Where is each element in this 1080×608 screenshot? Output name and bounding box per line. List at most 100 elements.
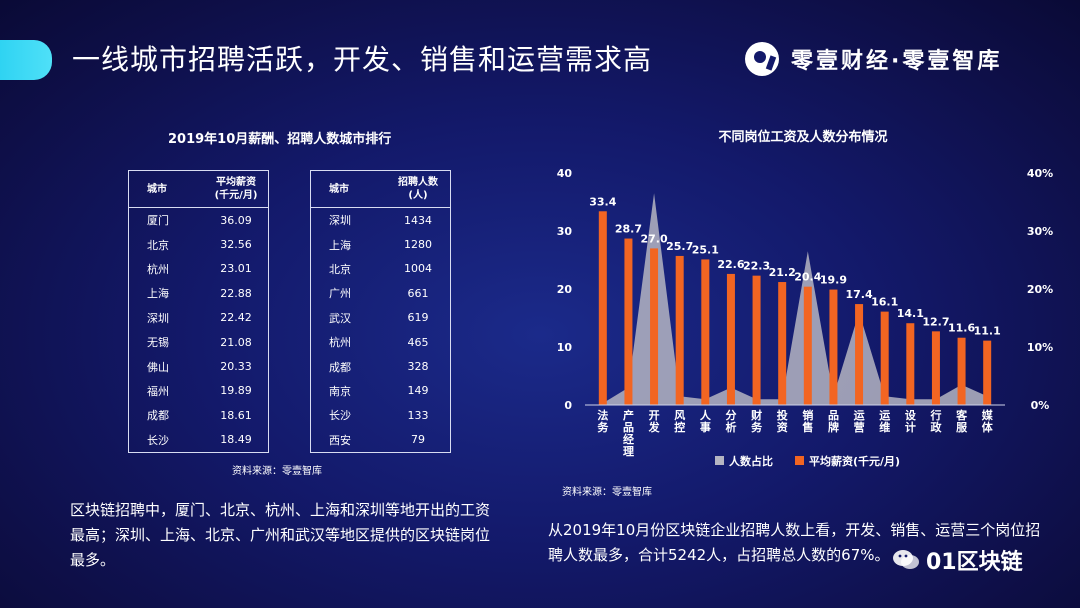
bar-3 <box>675 255 684 405</box>
bar-data-label: 20.4 <box>794 271 821 284</box>
row-city: 武汉 <box>329 311 351 325</box>
salary-table: 城市 平均薪资 (千元/月) 厦门 36.09 北京 32.56 杭州 23.01 上海 22… <box>128 170 269 453</box>
table-row: 武汉 619 <box>311 306 451 330</box>
x-tick-label: 品牌 <box>828 409 839 434</box>
row-value: 23.01 <box>220 262 252 276</box>
x-tick-label: 设计 <box>905 408 917 434</box>
bar-12 <box>906 323 915 405</box>
y2-tick-label: 20% <box>1027 283 1053 296</box>
x-tick-label: 销售 <box>801 408 813 434</box>
row-city: 西安 <box>329 433 351 447</box>
city-ranking-title: 2019年10月薪酬、招聘人数城市排行 <box>168 132 392 147</box>
bar-5 <box>726 273 735 405</box>
row-city: 北京 <box>329 262 351 276</box>
y2-tick-label: 40% <box>1027 167 1053 180</box>
y-tick-label: 20 <box>557 283 573 296</box>
table-row: 无锡 21.08 <box>129 330 269 354</box>
bar-data-label: 28.7 <box>615 223 642 236</box>
row-value: 22.42 <box>220 311 252 325</box>
watermark: 01区块链 <box>892 544 1023 576</box>
row-value: 18.61 <box>220 408 252 422</box>
x-tick-label: 投资 <box>777 408 788 434</box>
bar-data-label: 19.9 <box>820 274 847 287</box>
row-city: 北京 <box>147 238 169 252</box>
x-tick-label: 人事 <box>700 408 712 434</box>
row-value: 21.08 <box>220 335 252 349</box>
y-tick-label: 40 <box>557 167 573 180</box>
row-city: 成都 <box>147 409 169 423</box>
bar-15 <box>983 340 992 405</box>
table-row: 杭州 23.01 <box>129 257 269 281</box>
x-tick-label: 开发 <box>648 409 661 434</box>
y2-tick-label: 30% <box>1027 225 1053 238</box>
watermark-text: 01区块链 <box>926 550 1023 575</box>
x-tick-label: 客服 <box>955 408 968 434</box>
legend-swatch-area <box>715 456 724 465</box>
row-city: 长沙 <box>147 433 169 447</box>
y2-tick-label: 0% <box>1031 399 1050 412</box>
bar-data-label: 25.1 <box>692 243 719 256</box>
chart-title: 不同岗位工资及人数分布情况 <box>718 129 887 145</box>
bar-1 <box>624 238 633 405</box>
bar-data-label: 14.1 <box>897 307 924 320</box>
bar-data-label: 22.6 <box>717 258 744 271</box>
table-row: 福州 19.89 <box>129 379 269 403</box>
x-tick-label: 行政 <box>929 408 942 434</box>
wechat-icon <box>892 548 920 572</box>
table-row: 上海 1280 <box>311 232 451 256</box>
bar-data-label: 21.2 <box>769 266 796 279</box>
row-city: 广州 <box>329 287 351 301</box>
bar-data-label: 17.4 <box>845 288 872 301</box>
row-city: 厦门 <box>147 214 169 228</box>
bar-14 <box>957 337 966 405</box>
brand-logo-icon <box>745 42 779 76</box>
row-value: 20.33 <box>220 360 252 374</box>
x-tick-label: 运维 <box>879 409 890 434</box>
table-row: 南京 149 <box>311 379 451 403</box>
row-city: 长沙 <box>329 409 351 423</box>
bar-data-label: 22.3 <box>743 260 770 273</box>
row-city: 杭州 <box>329 336 351 350</box>
row-value: 465 <box>407 335 429 349</box>
row-value: 1280 <box>404 238 432 252</box>
title-accent-tab <box>0 40 52 80</box>
table-row: 成都 328 <box>311 354 451 378</box>
row-city: 杭州 <box>147 262 169 276</box>
row-city: 成都 <box>329 360 351 374</box>
bar-11 <box>880 311 889 405</box>
count-table-header: 城市 招聘人数 (人) <box>310 170 451 208</box>
row-city: 佛山 <box>147 360 169 374</box>
right-source: 资料来源：零壹智库 <box>562 487 652 498</box>
bar-data-label: 27.0 <box>640 232 667 245</box>
x-tick-label: 法务 <box>597 408 609 434</box>
table-row: 长沙 133 <box>311 403 451 427</box>
table-row: 北京 32.56 <box>129 232 269 256</box>
salary-col-city: 城市 <box>128 170 204 208</box>
bar-9 <box>829 289 838 405</box>
left-paragraph: 区块链招聘中，厦门、北京、杭州、上海和深圳等地开出的工资最高；深圳、上海、北京、… <box>70 501 491 569</box>
row-city: 无锡 <box>147 336 169 350</box>
bar-13 <box>931 331 940 405</box>
x-tick-label: 风控 <box>674 408 685 434</box>
bar-data-label: 33.4 <box>589 195 616 208</box>
right-paragraph: 从2019年10月份区块链企业招聘人数上看，开发、销售、运营三个岗位招聘人数最多… <box>548 521 1041 564</box>
row-value: 36.09 <box>220 213 252 227</box>
bar-data-label: 16.1 <box>871 296 898 309</box>
row-value: 18.49 <box>220 433 252 447</box>
y-tick-label: 30 <box>557 225 573 238</box>
table-row: 成都 18.61 <box>129 403 269 427</box>
row-city: 深圳 <box>147 311 169 325</box>
x-tick-label: 产品经理 <box>623 408 634 458</box>
brand: 零壹财经·零壹智库 <box>745 42 1002 76</box>
table-row: 广州 661 <box>311 281 451 305</box>
row-city: 福州 <box>147 384 169 398</box>
row-value: 619 <box>407 311 429 325</box>
page-title: 一线城市招聘活跃，开发、销售和运营需求高 <box>72 43 653 76</box>
row-value: 1434 <box>404 213 432 227</box>
salary-col-value: 平均薪资 (千元/月) <box>204 170 269 208</box>
row-city: 南京 <box>329 384 351 398</box>
table-row: 西安 79 <box>311 428 451 453</box>
bar-10 <box>855 304 864 405</box>
row-value: 133 <box>407 408 429 422</box>
bar-6 <box>752 275 761 405</box>
